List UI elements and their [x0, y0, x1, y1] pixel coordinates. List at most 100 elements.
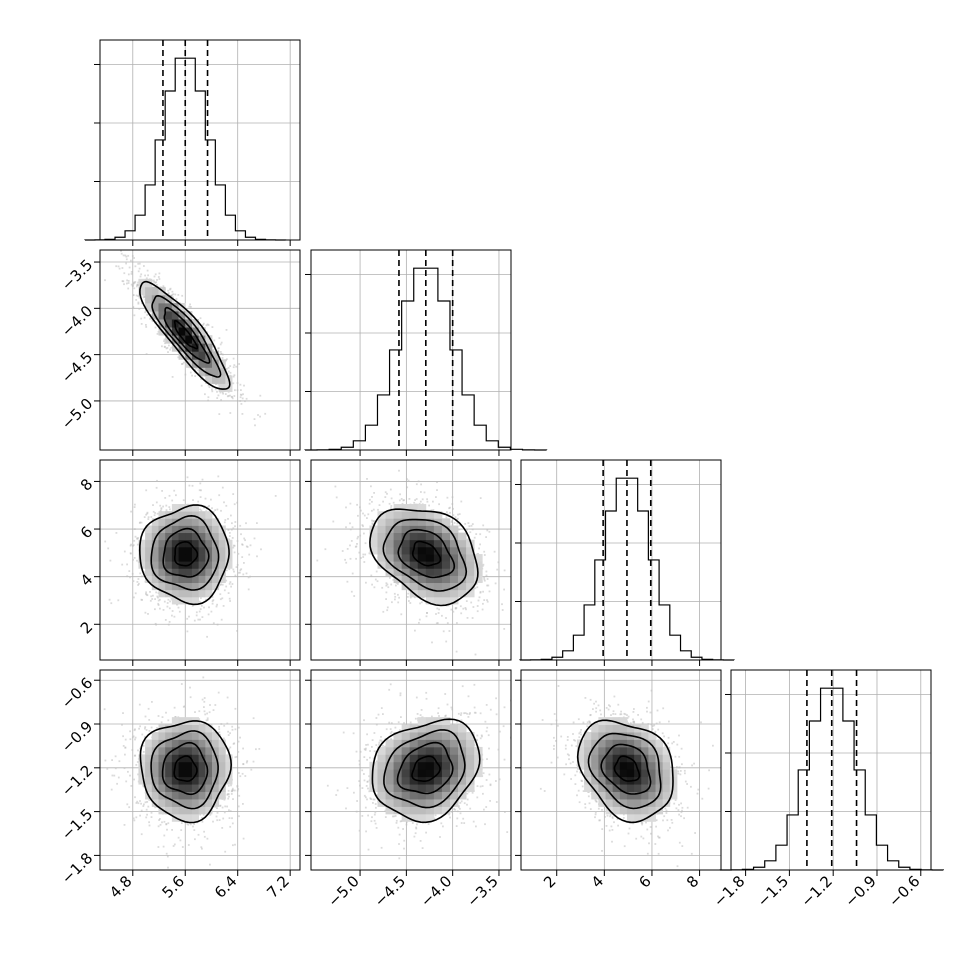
scatter-point: [104, 540, 107, 543]
density-bin: [466, 575, 475, 584]
scatter-point: [168, 607, 171, 610]
scatter-point: [464, 607, 467, 609]
scatter-point: [458, 528, 461, 531]
scatter-point: [243, 562, 245, 564]
scatter-point: [445, 516, 448, 519]
density-bin: [191, 596, 200, 605]
density-bin: [171, 335, 179, 344]
scatter-point: [236, 540, 239, 542]
scatter-point: [189, 371, 192, 374]
scatter-point: [454, 516, 457, 518]
scatter-point: [133, 314, 136, 317]
scatter-point: [216, 603, 218, 606]
scatter-point: [386, 609, 389, 612]
scatter-point: [467, 538, 470, 541]
density-bin: [401, 539, 411, 548]
density-bin: [369, 525, 378, 534]
scatter-point: [476, 610, 479, 613]
scatter-point: [152, 510, 155, 513]
scatter-point: [133, 557, 136, 559]
density-bin: [401, 504, 411, 512]
density-bin: [401, 554, 411, 562]
scatter-point: [152, 320, 155, 323]
density-bin: [212, 532, 220, 541]
scatter-point: [423, 491, 426, 494]
scatter-point: [238, 363, 240, 365]
density-bin: [198, 582, 206, 591]
scatter-point: [349, 528, 352, 531]
scatter-point: [192, 499, 194, 501]
scatter-point: [469, 531, 472, 534]
scatter-point: [351, 526, 354, 529]
scatter-point: [245, 522, 247, 525]
scatter-point: [447, 604, 450, 607]
scatter-point: [385, 584, 388, 587]
density-bins: [369, 504, 483, 605]
scatter-point: [122, 254, 125, 257]
scatter-point: [150, 516, 153, 518]
scatter-point: [144, 611, 147, 614]
scatter-point: [418, 502, 421, 505]
scatter-point: [346, 548, 349, 550]
density-bin: [458, 568, 467, 576]
scatter-point: [478, 596, 481, 599]
scatter-point: [128, 570, 131, 572]
scatter-point: [166, 347, 169, 349]
density-bin: [212, 351, 220, 360]
scatter-point: [226, 358, 228, 361]
density-bin: [178, 568, 186, 576]
density-bin: [178, 311, 186, 320]
scatter-point: [169, 287, 172, 290]
scatter-point: [244, 400, 246, 403]
scatter-point: [171, 614, 173, 617]
density-bin: [145, 532, 153, 541]
scatter-point: [206, 837, 209, 840]
scatter-point: [211, 507, 213, 510]
scatter-point: [203, 505, 206, 507]
hist-panel-3: [719, 669, 945, 876]
density-bin: [458, 561, 467, 569]
scatter-point: [241, 413, 244, 415]
scatter-point: [198, 718, 201, 720]
scatter-point: [134, 528, 136, 530]
scatter-point: [242, 573, 245, 576]
density-bin: [191, 575, 200, 584]
scatter-point: [169, 600, 171, 603]
scatter-point: [451, 496, 454, 499]
density-bin: [433, 568, 443, 576]
density-bin: [158, 294, 166, 304]
density-bin: [151, 532, 159, 541]
scatter-point: [239, 400, 242, 402]
scatter-point: [477, 553, 479, 555]
scatter-point: [162, 845, 165, 848]
density-bin: [212, 554, 220, 562]
scatter-point: [236, 382, 239, 384]
density-bin: [151, 561, 159, 569]
density-bin: [171, 561, 179, 569]
scatter-point: [211, 602, 214, 605]
density-bin: [145, 286, 153, 296]
scatter-point: [127, 273, 130, 276]
density-bin: [171, 575, 179, 584]
scatter-point: [137, 295, 139, 297]
scatter-point: [514, 564, 516, 566]
scatter-point: [159, 598, 161, 601]
scatter-point: [488, 590, 491, 593]
density-bin: [385, 539, 394, 548]
scatter-point: [191, 484, 194, 487]
density-bin: [433, 575, 443, 584]
scatter-point: [157, 604, 160, 606]
scatter-point: [385, 582, 388, 585]
contour-3: [139, 280, 231, 390]
density-bin: [441, 589, 451, 598]
scatter-point: [386, 492, 388, 495]
scatter-point: [133, 257, 135, 259]
density-bin: [198, 568, 206, 576]
scatter-point: [180, 829, 183, 831]
scatter-point: [155, 281, 157, 284]
density-bin: [377, 532, 386, 541]
density-bin: [441, 546, 451, 555]
density-bin: [191, 568, 200, 576]
scatter-point: [227, 748, 230, 751]
